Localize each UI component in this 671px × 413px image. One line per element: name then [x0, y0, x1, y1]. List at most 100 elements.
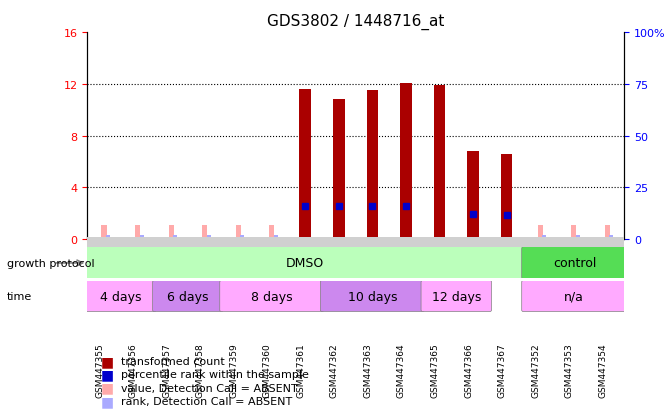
Bar [269, 225, 274, 240]
Bar [173, 236, 177, 240]
Text: GSM447353: GSM447353 [565, 343, 574, 397]
Bar [423, 237, 456, 248]
Bar [557, 33, 590, 240]
Bar [87, 237, 121, 248]
FancyBboxPatch shape [220, 281, 324, 312]
Text: GSM447362: GSM447362 [330, 343, 339, 397]
Bar [289, 33, 322, 240]
Bar [366, 91, 378, 240]
Bar [188, 33, 221, 240]
Text: percentile rank within the sample: percentile rank within the sample [121, 370, 309, 380]
Bar [154, 237, 188, 248]
Text: GSM447364: GSM447364 [397, 343, 406, 397]
Bar [188, 237, 221, 248]
FancyBboxPatch shape [522, 281, 625, 312]
Text: n/a: n/a [564, 290, 584, 303]
Bar [605, 225, 610, 240]
Bar [557, 237, 590, 248]
Text: ■: ■ [101, 368, 114, 382]
Text: ■: ■ [101, 381, 114, 395]
Title: GDS3802 / 1448716_at: GDS3802 / 1448716_at [267, 14, 444, 30]
Text: 12 days: 12 days [431, 290, 481, 303]
Bar [322, 237, 356, 248]
Bar [255, 237, 289, 248]
Bar [202, 225, 207, 240]
FancyBboxPatch shape [421, 281, 491, 312]
Bar [537, 225, 543, 240]
Text: GSM447358: GSM447358 [196, 343, 205, 397]
Bar [523, 33, 557, 240]
Text: ■: ■ [101, 354, 114, 368]
Bar [467, 152, 479, 240]
Bar [576, 236, 580, 240]
Bar [490, 237, 523, 248]
Bar [523, 237, 557, 248]
Bar [207, 236, 211, 240]
Text: DMSO: DMSO [286, 257, 325, 270]
Bar [221, 33, 255, 240]
Bar [356, 237, 389, 248]
Bar [299, 90, 311, 240]
Bar [154, 33, 188, 240]
Text: transformed count: transformed count [121, 356, 225, 366]
FancyBboxPatch shape [153, 281, 223, 312]
Bar [101, 225, 107, 240]
Bar [433, 86, 446, 240]
Bar [240, 236, 244, 240]
Text: control: control [553, 257, 597, 270]
Bar [106, 236, 110, 240]
Text: GSM447361: GSM447361 [297, 343, 305, 397]
Bar [87, 33, 121, 240]
Bar [289, 237, 322, 248]
Text: GSM447360: GSM447360 [263, 343, 272, 397]
Bar [389, 237, 423, 248]
Text: rank, Detection Call = ABSENT: rank, Detection Call = ABSENT [121, 396, 292, 406]
Bar [423, 33, 456, 240]
Text: growth protocol: growth protocol [7, 258, 95, 268]
Text: value, Detection Call = ABSENT: value, Detection Call = ABSENT [121, 383, 297, 393]
Bar [140, 236, 144, 240]
Text: 4 days: 4 days [100, 290, 142, 303]
Bar [121, 237, 154, 248]
FancyBboxPatch shape [84, 246, 527, 280]
Bar [501, 154, 513, 240]
Bar [542, 236, 546, 240]
Bar [590, 33, 624, 240]
FancyBboxPatch shape [522, 246, 627, 280]
Bar [400, 83, 412, 240]
Text: GSM447367: GSM447367 [498, 343, 507, 397]
Bar [456, 33, 490, 240]
Bar [609, 236, 613, 240]
Bar [456, 237, 490, 248]
Bar [590, 237, 624, 248]
Text: time: time [7, 291, 32, 301]
FancyBboxPatch shape [86, 281, 156, 312]
Text: GSM447366: GSM447366 [464, 343, 473, 397]
FancyBboxPatch shape [321, 281, 425, 312]
Text: ■: ■ [101, 394, 114, 408]
Text: GSM447365: GSM447365 [431, 343, 440, 397]
Text: GSM447359: GSM447359 [229, 343, 238, 397]
Bar [135, 225, 140, 240]
Text: 10 days: 10 days [348, 290, 397, 303]
Bar [333, 100, 345, 240]
Bar [168, 225, 174, 240]
Bar [221, 237, 255, 248]
Bar [322, 33, 356, 240]
Text: 6 days: 6 days [167, 290, 209, 303]
Bar [490, 33, 523, 240]
Text: GSM447363: GSM447363 [364, 343, 372, 397]
Text: GSM447352: GSM447352 [531, 343, 540, 397]
Bar [274, 236, 278, 240]
Bar [121, 33, 154, 240]
Bar [571, 225, 576, 240]
Bar [389, 33, 423, 240]
Text: 8 days: 8 days [251, 290, 293, 303]
Text: GSM447354: GSM447354 [599, 343, 607, 397]
Bar [255, 33, 289, 240]
Text: GSM447357: GSM447357 [162, 343, 171, 397]
Bar [356, 33, 389, 240]
Text: GSM447355: GSM447355 [95, 343, 104, 397]
Text: GSM447356: GSM447356 [129, 343, 138, 397]
Bar [236, 225, 241, 240]
